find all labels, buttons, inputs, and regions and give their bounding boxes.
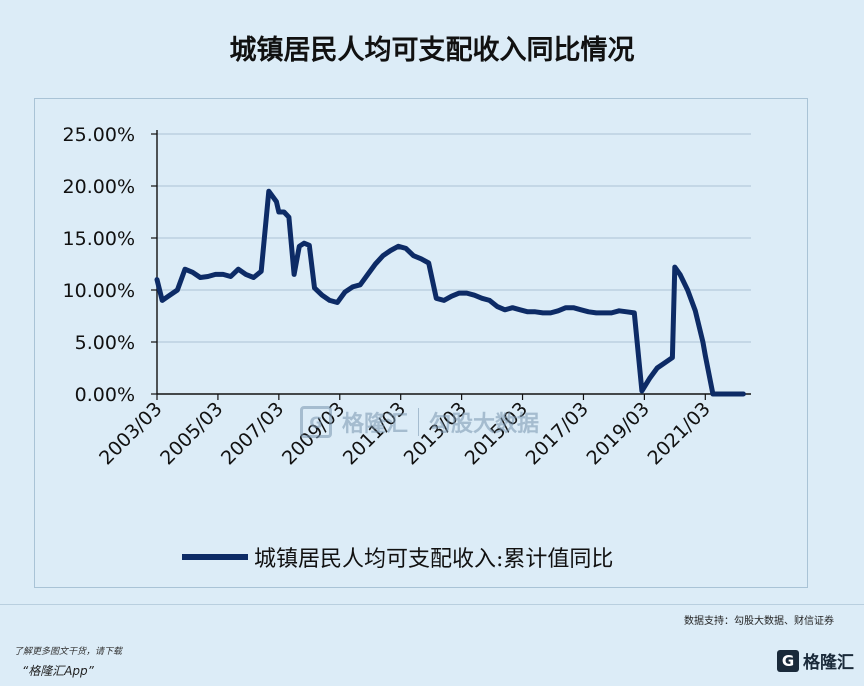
brand-name: 格隆汇 <box>803 653 854 673</box>
watermark: G 格隆汇 勾股大数据 <box>300 406 539 438</box>
legend: 城镇居民人均可支配收入:累计值同比 <box>182 547 613 572</box>
promo-line-1: 了解更多图文干货，请下载 <box>14 647 123 657</box>
grid-lines <box>157 133 751 343</box>
y-tick-label: 5.00% <box>75 332 135 354</box>
data-source: 数据支持：勾股大数据、财信证券 <box>684 616 834 627</box>
watermark-secondary: 勾股大数据 <box>429 412 540 437</box>
y-tick-label: 25.00% <box>63 124 135 146</box>
y-tick-labels: 0.00% 5.00% 10.00% 15.00% 20.00% 25.00% <box>63 124 135 406</box>
watermark-divider <box>418 408 420 436</box>
y-tick-label: 20.00% <box>63 176 135 198</box>
x-tick-label: 2007/03 <box>217 398 288 469</box>
chart-panel <box>34 98 808 588</box>
promo-line-2[interactable]: “格隆汇App” <box>22 664 94 678</box>
axes <box>151 130 751 400</box>
y-tick-label: 15.00% <box>63 228 135 250</box>
watermark-brand: 格隆汇 <box>342 412 409 437</box>
footer-divider <box>0 604 864 605</box>
watermark-logo-icon: G <box>300 406 332 438</box>
x-tick-label: 2021/03 <box>643 398 714 469</box>
chart-title: 城镇居民人均可支配收入同比情况 <box>229 35 635 66</box>
legend-label: 城镇居民人均可支配收入:累计值同比 <box>254 547 613 572</box>
x-tick-label: 2019/03 <box>583 398 654 469</box>
series-line <box>154 188 746 397</box>
series-lines <box>154 188 746 397</box>
y-tick-label: 10.00% <box>63 280 135 302</box>
x-tick-label: 2003/03 <box>95 398 166 469</box>
x-tick-label: 2005/03 <box>156 398 227 469</box>
y-tick-label: 0.00% <box>75 384 135 406</box>
brand-logo[interactable]: G 格隆汇 <box>777 648 854 673</box>
brand-mark-icon: G <box>777 649 799 672</box>
